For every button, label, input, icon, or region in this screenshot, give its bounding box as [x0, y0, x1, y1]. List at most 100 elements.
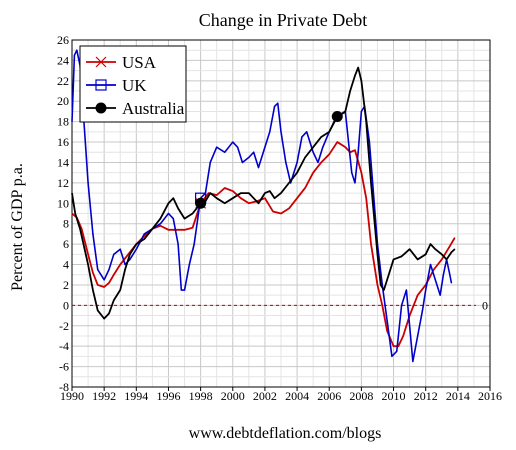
- data-point-uk: [92, 233, 94, 235]
- data-point-australia: [71, 192, 73, 194]
- y-tick-label: 22: [57, 74, 69, 88]
- data-point-australia: [450, 251, 453, 253]
- x-tick-label: 2014: [446, 389, 470, 403]
- series-australia: [71, 66, 456, 320]
- data-point-uk: [306, 131, 308, 133]
- data-point-australia: [248, 192, 250, 194]
- data-point-australia: [108, 312, 110, 315]
- data-point-uk: [417, 335, 419, 337]
- data-point-uk: [396, 350, 398, 352]
- data-point-australia: [177, 207, 179, 209]
- data-point-usa: [159, 225, 162, 227]
- data-point-australia: [354, 75, 356, 77]
- y-axis-label: Percent of GDP p.a.: [9, 163, 26, 291]
- data-point-uk: [113, 253, 115, 255]
- series-line-uk: [71, 49, 453, 363]
- y-tick-label: -8: [59, 380, 69, 394]
- data-point-australia: [370, 182, 372, 184]
- data-point-usa: [344, 146, 346, 148]
- data-point-uk: [391, 355, 393, 357]
- data-point-usa: [449, 245, 451, 247]
- data-point-australia: [103, 318, 105, 320]
- data-point-usa: [127, 253, 129, 255]
- data-point-uk: [322, 146, 324, 148]
- data-point-usa: [92, 272, 94, 274]
- data-point-uk: [296, 161, 298, 164]
- data-point-uk: [277, 102, 279, 104]
- data-point-uk: [373, 202, 375, 204]
- series-marker-australia: [195, 197, 207, 209]
- legend-swatch-marker: [95, 79, 107, 91]
- data-point-australia: [172, 197, 174, 199]
- data-point-usa: [97, 284, 99, 286]
- data-point-uk: [317, 161, 319, 164]
- y-tick-label: 14: [57, 155, 69, 169]
- zero-line-label: 0: [482, 298, 488, 312]
- data-point-australia: [151, 228, 153, 230]
- data-point-uk: [177, 243, 179, 245]
- data-point-australia: [357, 66, 359, 69]
- data-point-australia: [409, 248, 411, 250]
- x-tick-label: 2004: [285, 389, 309, 403]
- legend-item-usa: USA: [86, 53, 157, 72]
- data-point-australia: [383, 289, 385, 291]
- data-point-uk: [108, 269, 110, 271]
- data-point-usa: [402, 335, 404, 337]
- data-point-australia: [224, 202, 226, 204]
- data-point-usa: [312, 172, 314, 174]
- y-tick-label: 10: [57, 196, 69, 210]
- y-tick-label: 2: [63, 278, 69, 292]
- data-point-uk: [143, 233, 145, 235]
- x-tick-label: 1992: [92, 389, 116, 403]
- data-point-australia: [209, 192, 211, 194]
- x-tick-label: 2000: [221, 389, 245, 403]
- y-tick-label: -4: [59, 339, 69, 353]
- y-tick-label: 6: [63, 237, 69, 251]
- data-point-usa: [272, 210, 274, 213]
- axes: 1990 1992 1994 1996 1998 2000 2002 2004 2006 2008…: [57, 33, 502, 403]
- data-point-usa: [328, 153, 330, 155]
- data-point-australia: [119, 289, 121, 291]
- data-point-australia: [388, 274, 390, 276]
- data-point-usa: [71, 212, 73, 215]
- marker-stroke: [95, 56, 107, 68]
- data-point-uk: [347, 141, 350, 143]
- data-point-australia: [273, 197, 276, 199]
- data-point-australia: [320, 136, 322, 138]
- data-point-uk: [450, 282, 453, 284]
- data-point-uk: [421, 309, 424, 312]
- data-point-uk: [439, 294, 441, 296]
- data-point-uk: [285, 161, 287, 164]
- data-point-usa: [87, 253, 89, 255]
- y-tick-label: 24: [57, 53, 69, 67]
- data-point-australia: [425, 253, 427, 255]
- data-point-uk: [257, 166, 260, 169]
- data-point-uk: [209, 161, 211, 164]
- y-tick-label: 18: [57, 115, 69, 129]
- data-point-usa: [81, 228, 83, 230]
- data-point-uk: [188, 263, 190, 266]
- data-point-australia: [360, 80, 362, 82]
- data-point-usa: [360, 172, 362, 174]
- data-point-australia: [92, 289, 94, 291]
- data-point-usa: [454, 237, 456, 239]
- series-line-australia: [71, 66, 456, 320]
- data-point-australia: [183, 218, 186, 220]
- legend-item-australia: Australia: [86, 99, 185, 118]
- x-tick-label: 1990: [60, 389, 84, 403]
- data-point-uk: [449, 274, 451, 276]
- data-point-usa: [216, 194, 218, 196]
- series-uk: [71, 49, 453, 363]
- data-point-uk: [129, 258, 131, 261]
- data-point-australia: [312, 146, 314, 148]
- data-point-australia: [216, 197, 218, 199]
- data-point-uk: [273, 105, 276, 107]
- data-point-uk: [87, 182, 89, 184]
- data-point-australia: [191, 212, 194, 215]
- data-point-usa: [103, 286, 105, 288]
- data-point-uk: [400, 304, 403, 306]
- data-point-uk: [124, 263, 126, 266]
- data-point-australia: [97, 309, 99, 312]
